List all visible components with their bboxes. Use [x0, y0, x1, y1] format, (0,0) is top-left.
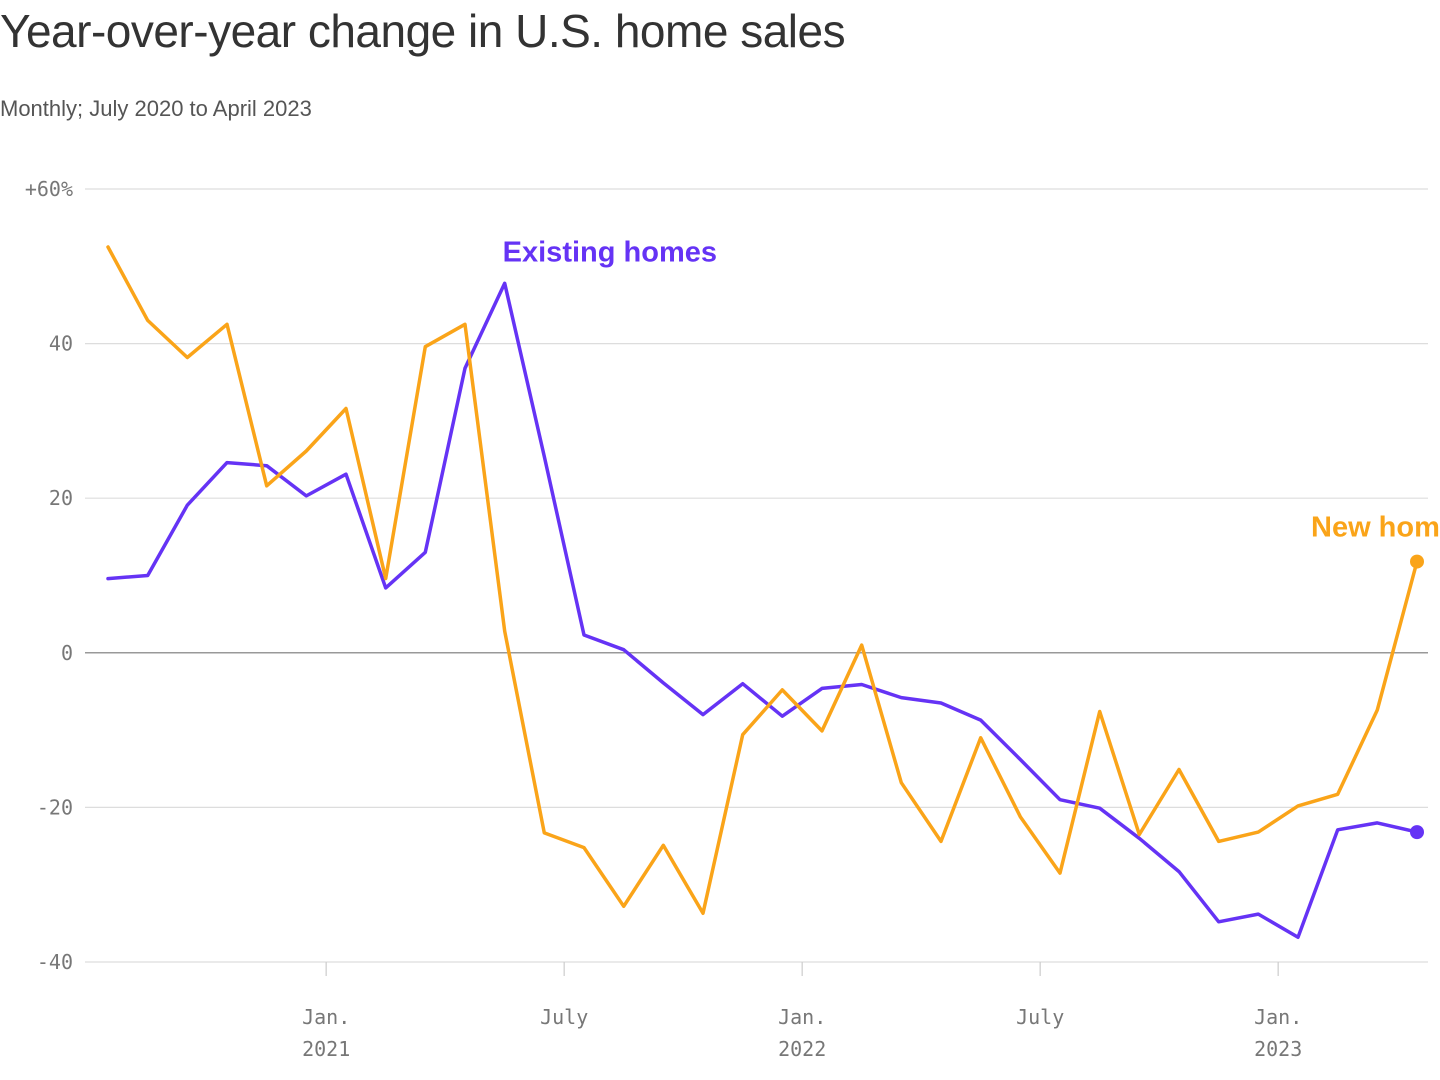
x-tick-month: July — [1016, 1005, 1064, 1029]
series-line-new — [106, 245, 1419, 916]
x-tick-month: July — [540, 1005, 588, 1029]
chart-title: Year-over-year change in U.S. home sales — [0, 5, 846, 57]
x-tick-month: Jan. — [1254, 1005, 1302, 1029]
series-label-existing: Existing homes — [503, 236, 717, 268]
x-axis: Jan. 2021 July Jan. 2022 July Jan. 2023 — [302, 962, 1302, 1061]
y-tick-label: -20 — [37, 795, 73, 819]
series-label-new: New homes — [1311, 512, 1440, 544]
series-labels: Existing homes New homes — [503, 236, 1440, 543]
y-tick-label: +60% — [25, 177, 73, 201]
x-tick-year: 2023 — [1254, 1037, 1302, 1061]
y-tick-label: 20 — [49, 486, 73, 510]
series-end-dot-new — [1410, 554, 1424, 569]
x-tick-month: Jan. — [778, 1005, 826, 1029]
series-lines — [106, 245, 1424, 940]
y-tick-label: 0 — [61, 641, 73, 665]
series-end-dot-existing — [1410, 825, 1424, 840]
series-line-existing — [106, 281, 1419, 940]
x-tick-year: 2022 — [778, 1037, 826, 1061]
chart-subtitle: Monthly; July 2020 to April 2023 — [0, 96, 312, 121]
y-tick-label: 40 — [49, 332, 73, 356]
y-tick-label: -40 — [37, 950, 73, 974]
gridlines: +60% 40 20 0 -20 -40 — [25, 177, 1428, 974]
x-tick-year: 2021 — [302, 1037, 350, 1061]
x-tick-month: Jan. — [302, 1005, 350, 1029]
